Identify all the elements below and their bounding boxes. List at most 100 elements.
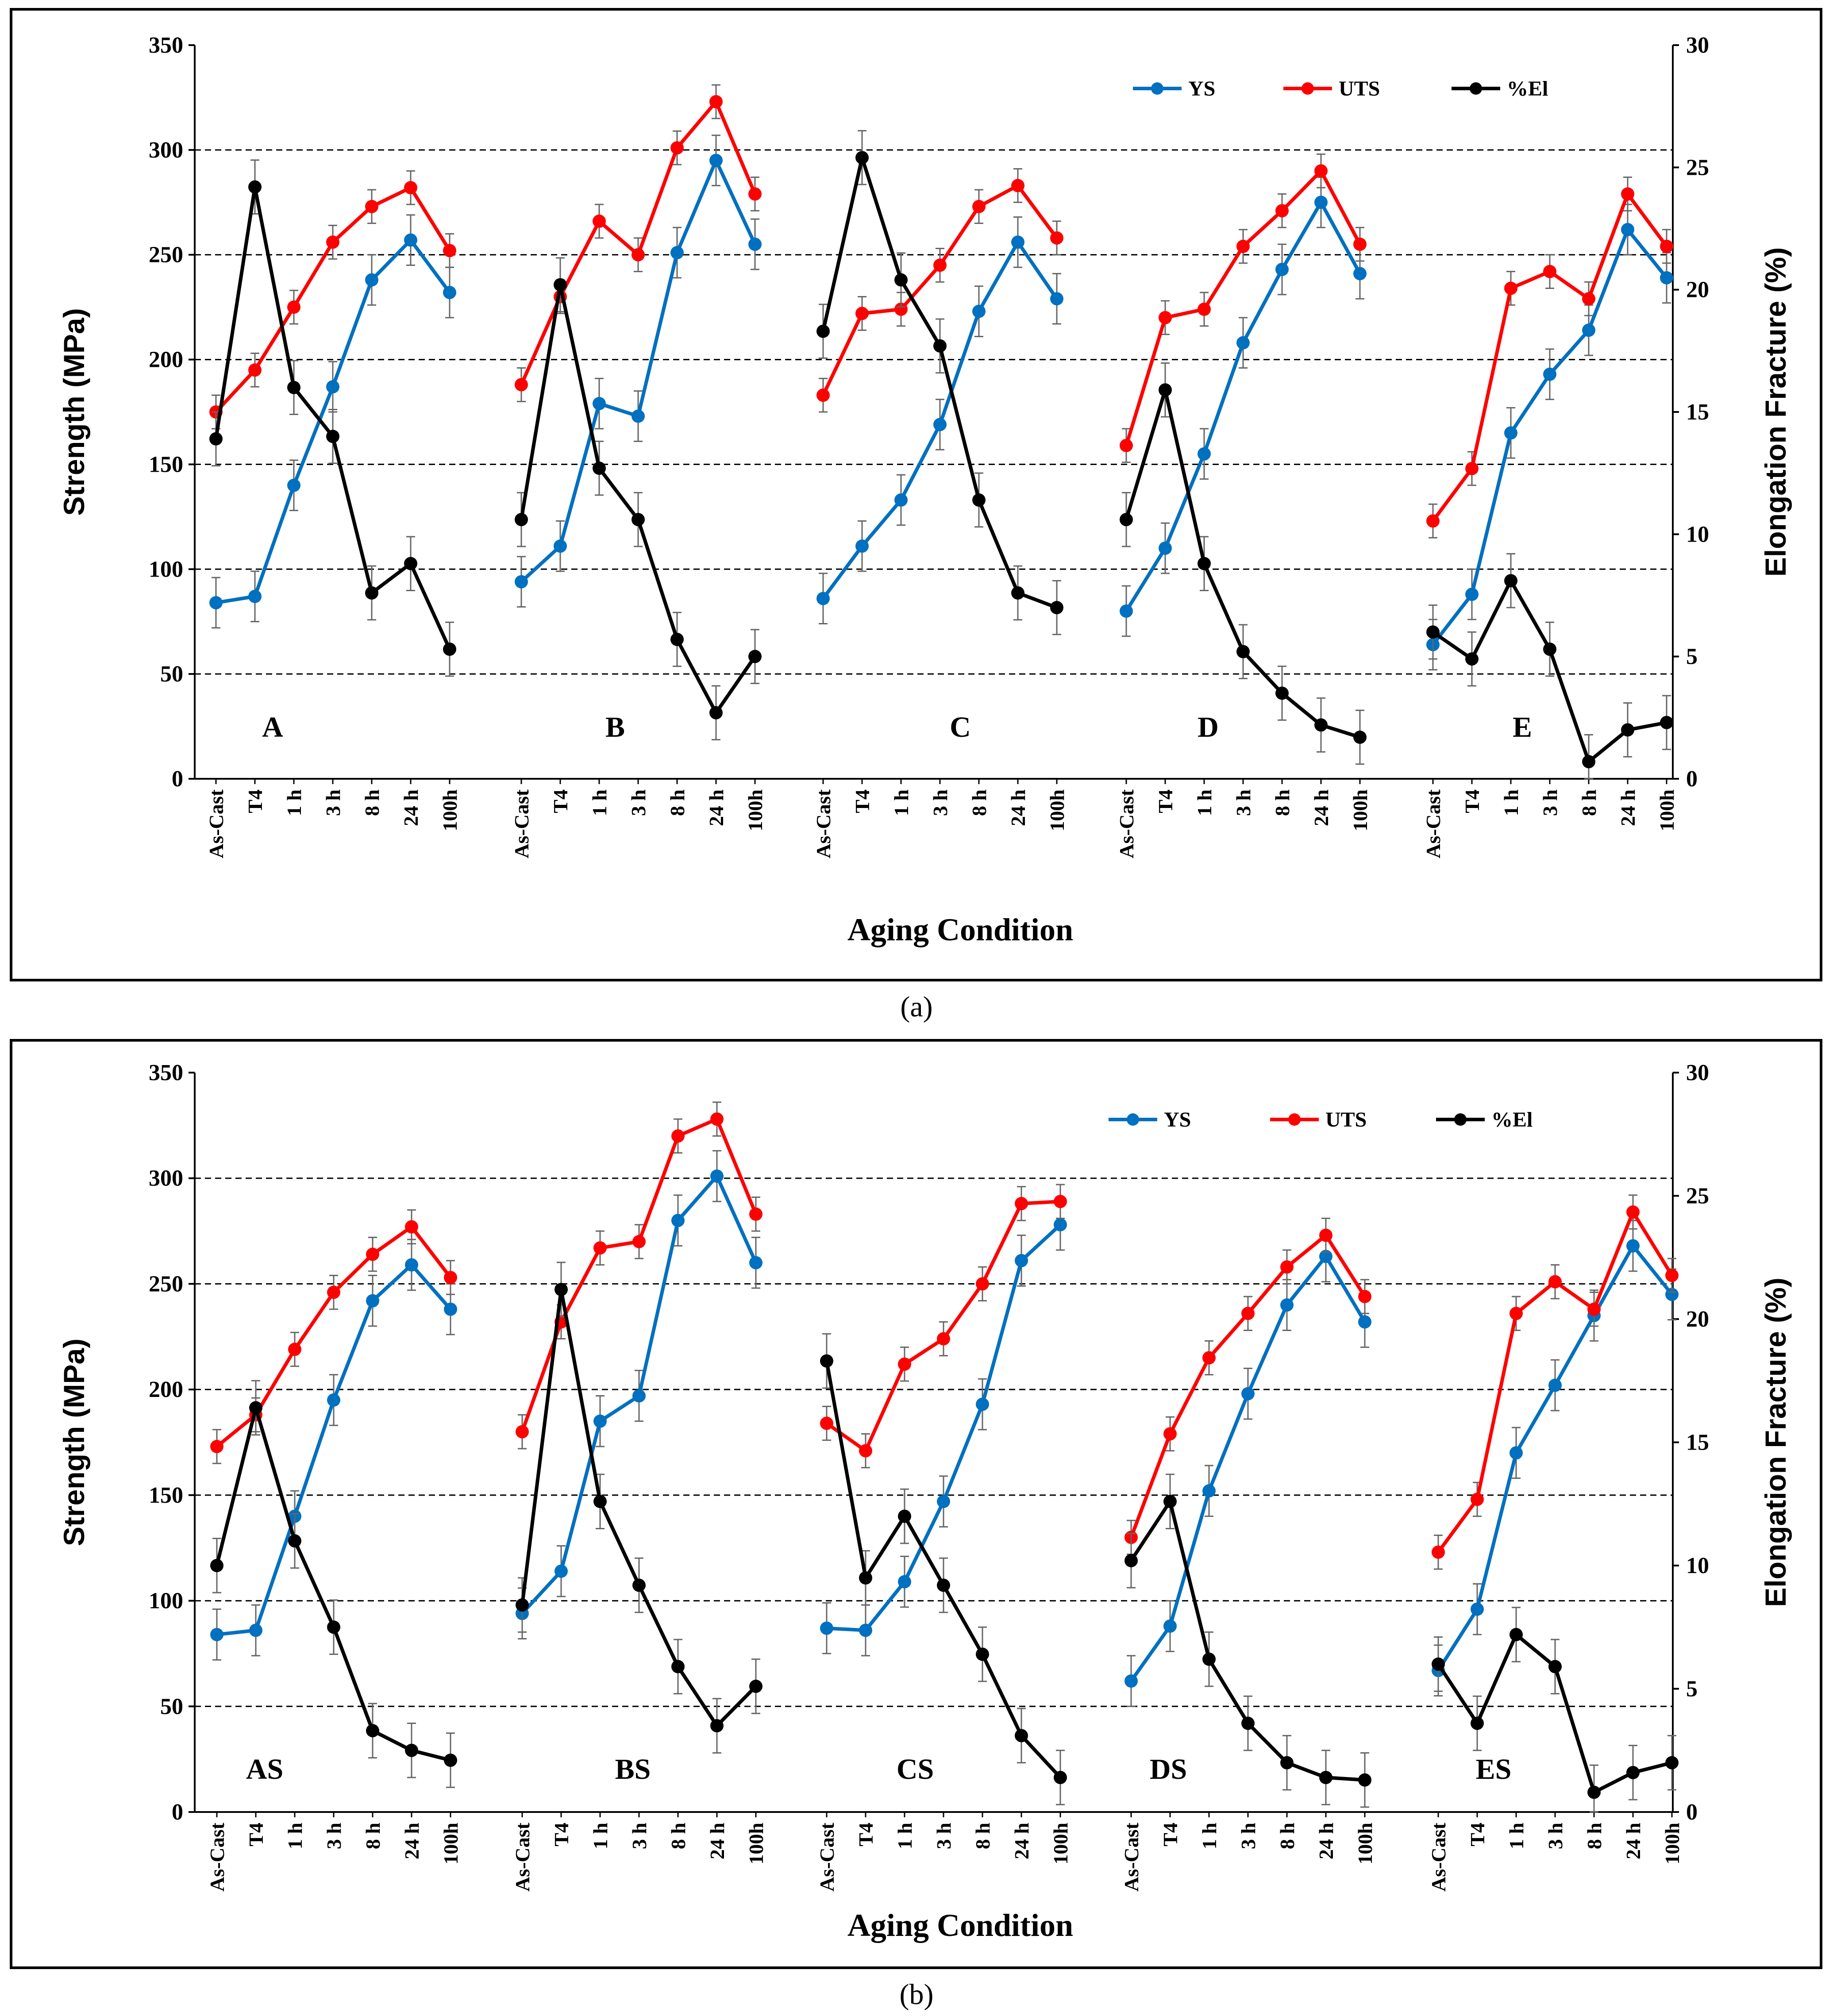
x-category-label: T4 [1466,1823,1489,1847]
data-point-ys [444,1302,457,1316]
data-point-el [1626,1766,1640,1779]
data-point-ys [859,1624,872,1637]
y-tick-label: 200 [149,347,183,373]
data-point-el [1358,1773,1371,1787]
y-tick-label: 250 [149,1271,183,1297]
y-tick-label: 300 [149,138,183,163]
data-point-ys [1665,1288,1679,1301]
data-point-uts [632,1235,646,1248]
data-point-uts [1353,238,1367,251]
data-point-uts [1275,204,1289,218]
data-point-el [632,1578,646,1592]
chart-b: 0 50 100 150 200 250 300 350 0 5 10 15 20 25 30 Strengt… [58,1060,1792,1943]
x-category-label: As-Cast [511,1822,534,1892]
data-point-uts [816,389,830,402]
x-category-label: 100h [1354,1823,1376,1865]
data-point-el [1426,625,1440,639]
data-point-el [855,151,869,165]
data-point-uts [671,1129,685,1143]
y2-tick-label: 10 [1686,1553,1709,1578]
data-point-ys [1159,541,1172,555]
x-category-label: T4 [244,789,266,813]
y-tick-label: 350 [149,33,183,58]
legend-label: YS [1164,1108,1191,1131]
data-point-uts [444,1271,457,1285]
x-category-label: T4 [1461,789,1483,813]
x-category-label: 24 h [400,1823,423,1859]
y2-tick-label: 10 [1686,522,1709,547]
y-tick-label: 100 [149,557,183,582]
legend-marker [1454,1113,1467,1126]
data-point-uts [894,302,908,316]
data-point-ys [1202,1484,1216,1498]
data-point-ys [404,233,417,247]
group-E: As-Cast T4 1 h 3 h 8 h 24 h 100h E [1422,176,1678,858]
data-point-uts [1050,231,1063,245]
group-label: DS [1150,1753,1187,1785]
data-point-el [554,278,567,292]
data-point-el [1510,1627,1523,1641]
y-tick-label: 350 [149,1060,183,1085]
data-point-uts [1543,265,1556,278]
data-point-el [1665,1756,1679,1770]
data-point-el [820,1354,833,1368]
data-point-uts [709,95,723,108]
x-category-label: 8 h [361,789,383,816]
data-point-uts [1426,514,1440,528]
x-axis-title: Aging Condition [847,912,1073,947]
data-point-uts [404,181,417,195]
x-category-label: 1 h [1193,789,1216,816]
x-category-label: T4 [549,789,572,813]
data-point-el [933,339,947,353]
data-point-ys [1510,1446,1523,1460]
x-category-label: T4 [855,1823,877,1847]
data-point-el [366,1724,379,1738]
x-category-label: 8 h [666,789,689,816]
data-point-ys [365,273,378,287]
data-point-el [404,557,417,570]
series-line-ys [216,1263,452,1636]
x-category-label: T4 [1159,1823,1182,1847]
data-point-ys [1543,367,1556,381]
data-point-ys [210,1627,223,1641]
x-category-label: 100h [439,789,461,831]
group-D: As-Cast T4 1 h 3 h 8 h 24 h 100h D [1115,153,1371,858]
data-point-ys [249,1624,262,1637]
data-point-el [288,1534,301,1548]
group-label: CS [897,1753,934,1785]
x-category-label: As-Cast [1422,789,1444,858]
y2-tick-label: 5 [1686,1677,1698,1702]
legend-marker [1302,82,1314,95]
x-category-label: 100h [745,1823,767,1865]
data-point-uts [366,1247,379,1261]
panel-a-frame [10,8,1822,981]
group-label: C [950,711,971,743]
data-point-el [1432,1657,1445,1671]
data-point-ys [1353,267,1367,281]
data-point-el [894,273,908,287]
data-point-el [1280,1756,1294,1770]
data-point-el [1198,557,1211,570]
y-axis-title: Strength (MPa) [58,1339,90,1546]
y-tick-label: 50 [160,662,183,687]
data-point-uts [327,1285,340,1299]
data-point-el [748,650,762,663]
data-point-uts [1471,1493,1484,1506]
data-point-el [1465,652,1479,666]
data-point-ys [816,592,830,605]
legend-label: %El [1507,77,1548,100]
data-point-ys [248,589,262,603]
x-category-label: 3 h [1539,789,1561,816]
data-point-ys [1504,426,1517,440]
data-point-uts [1548,1275,1562,1289]
x-category-label: 8 h [1271,789,1294,816]
data-point-ys [898,1575,911,1589]
x-category-label: 1 h [890,789,913,816]
x-category-label: 3 h [929,789,951,816]
data-point-uts [1510,1307,1523,1320]
data-point-el [405,1743,418,1757]
data-point-uts [1504,281,1517,295]
data-point-uts [1626,1205,1640,1219]
data-point-ys [287,478,300,492]
